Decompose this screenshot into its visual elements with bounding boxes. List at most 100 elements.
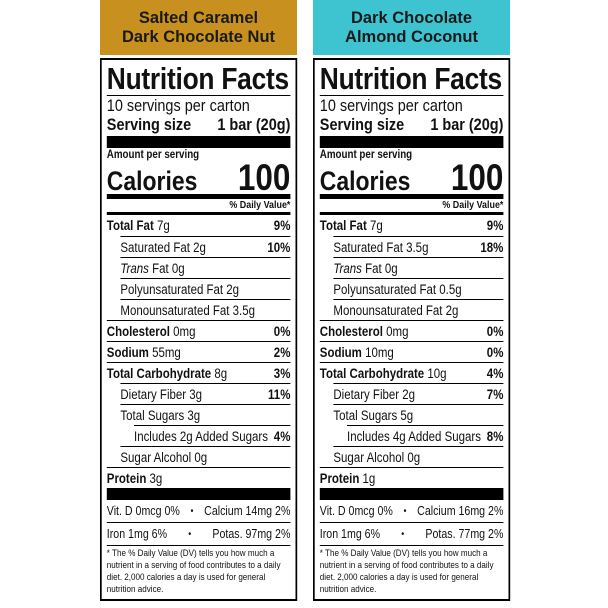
nutrient-amount: 7g [369,218,383,233]
nutrient-name: Saturated Fat 2g [120,239,206,255]
nutrient-name: Polyunsaturated Fat 0.5g [333,281,462,297]
nutrient-name: Total Sugars 5g [333,407,414,423]
daily-value: 4% [273,428,291,444]
vitamin: Vit. D 0mcg 0% [319,504,393,518]
nutrient: Dietary Fiber 3g [120,387,202,402]
nutrient-name: Sugar Alcohol 0g [120,449,208,465]
flavor-banner: Dark Chocolate Almond Coconut [313,0,510,55]
nutrient-row: Sodium 55mg 2% [106,341,291,362]
nutrient-name: Saturated Fat 3.5g [333,239,429,255]
nutrient-row: Polyunsaturated Fat 0.5g [333,278,504,299]
nutrient-name: Dietary Fiber 2g [333,386,416,402]
daily-value: 2% [273,344,291,360]
nutrient-row: Includes 4g Added Sugars 8% [347,425,504,446]
nutrient-name: Trans [333,260,362,276]
vitamin-row: Vit. D 0mcg 0% • Calcium 14mg 2% [106,500,291,523]
nutrient: Trans Fat 0g [333,261,397,276]
nutrient-row: Sugar Alcohol 0g [333,446,504,467]
nutrient-name: Total Carbohydrate [319,365,425,381]
nutrient: Monounsaturated Fat 2g [333,303,458,318]
serving-size-value: 1 bar (20g) [217,115,291,134]
nutrient-name: Sugar Alcohol 0g [333,449,421,465]
thick-rule [106,136,291,148]
nutrient-row: Monounsaturated Fat 2g [333,299,504,320]
servings: 10 servings per carton [319,96,463,115]
nutrient-name: Includes 2g Added Sugars [134,428,268,444]
nutrient-amount: 10g [427,365,447,381]
nutrient-row: Total Fat 7g 9% [107,215,291,236]
serving-size-value: 1 bar (20g) [430,115,504,134]
nutrient-name: Protein [319,470,360,486]
nutrient-row: Protein 3g [106,467,291,488]
dv-header: % Daily Value* [106,199,291,215]
amount-per-serving: Amount per serving [106,149,200,161]
nutrient-row: Trans Fat 0g [120,257,291,278]
daily-value: 8% [486,428,504,444]
calories-label: Calories [319,166,411,196]
dv-header: % Daily Value* [319,199,504,215]
amount-per-serving: Amount per serving [319,149,413,161]
nutrition-label: Nutrition Facts 10 servings per carton Ser… [313,58,511,601]
nutrient-row: Total Carbohydrate 10g 4% [319,362,504,383]
daily-value: 0% [273,323,291,339]
vitamin: Calcium 14mg 2% [204,504,291,518]
nutrient-amount: 3g [149,470,163,486]
nutrient-name: Total Sugars 3g [120,407,201,423]
flavor-banner: Salted Caramel Dark Chocolate Nut [100,0,297,55]
nutrient-row: Total Fat 7g 9% [320,215,504,236]
nutrient-amount: Fat 0g [152,260,185,276]
nutrient-row: Sodium 10mg 0% [319,341,504,362]
serving-size-label: Serving size [106,115,192,134]
thick-rule [319,488,504,500]
thick-rule [106,488,291,500]
nutrient-amount: 10mg [365,344,394,360]
nutrient: Trans Fat 0g [120,261,184,276]
vitamin-row: Iron 1mg 6% • Potas. 97mg 2% [106,523,291,546]
nutrient-name: Polyunsaturated Fat 2g [120,281,240,297]
nutrient-row: Cholesterol 0mg 0% [319,320,504,341]
nutrient: Total Fat 7g [107,218,170,233]
nutrient: Cholesterol 0mg [320,324,409,339]
nutrient: Total Sugars 3g [120,408,200,423]
nutrient-row: Saturated Fat 3.5g 18% [333,236,504,257]
daily-value: 18% [480,239,504,255]
nutrient: Dietary Fiber 2g [333,387,415,402]
separator: • [190,505,194,517]
nutrient-row: Trans Fat 0g [333,257,504,278]
vitamin: Vit. D 0mcg 0% [106,504,180,518]
medium-rule [319,194,504,199]
daily-value: 9% [486,218,504,233]
vitamin: Potas. 77mg 2% [425,527,504,541]
vitamin: Calcium 16mg 2% [417,504,504,518]
nutrient-name: Includes 4g Added Sugars [347,428,481,444]
nutrient-name: Total Fat [106,218,154,233]
daily-value: 10% [267,239,291,255]
thick-rule [319,136,504,148]
vitamin-row: Vit. D 0mcg 0% • Calcium 16mg 2% [319,500,504,523]
nutrient: Sodium 10mg [320,345,394,360]
nutrient-name: Dietary Fiber 3g [120,386,203,402]
separator: • [188,528,192,540]
nutrient: Total Carbohydrate 10g [320,366,447,381]
nutrient-amount: 0mg [386,323,409,339]
nutrient-amount: Fat 0g [365,260,398,276]
nutrient-amount: 55mg [152,344,181,360]
calories-label: Calories [106,166,198,196]
nutrient: Polyunsaturated Fat 0.5g [333,282,461,297]
nutrient-rows: Total Fat 7g 9% Saturated Fat 3.5g 18% Trans… [319,215,504,488]
nutrient-name: Total Fat [319,218,367,233]
nutrient-name: Cholesterol [106,323,170,339]
serving-size-label: Serving size [319,115,405,134]
nutrient-row: Cholesterol 0mg 0% [106,320,291,341]
nutrient-amount: 0mg [173,323,196,339]
label-title: Nutrition Facts [106,61,291,96]
nutrient-name: Sodium [106,344,149,360]
nutrient-row: Dietary Fiber 3g 11% [120,383,291,404]
nutrient-amount: 8g [214,365,228,381]
nutrient-rows: Total Fat 7g 9% Saturated Fat 2g 10% Trans F… [106,215,291,488]
nutrient: Protein 3g [107,471,163,486]
label-title: Nutrition Facts [319,61,504,96]
flavor-name: Salted Caramel [138,8,259,27]
nutrient-row: Total Sugars 3g [120,404,291,425]
